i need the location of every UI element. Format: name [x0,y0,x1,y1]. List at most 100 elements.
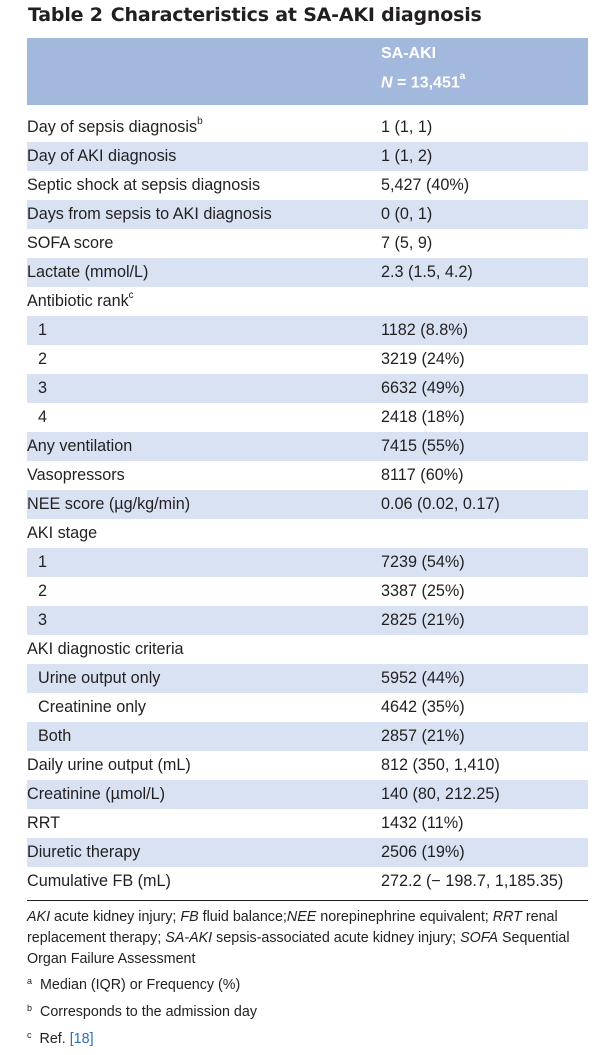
row-label: 3 [38,606,47,635]
row-value: 1432 (11%) [381,814,464,832]
column-header-group: SA-AKI [381,45,437,62]
row-label: 1 [38,548,47,577]
table-row: Antibiotic rankc [27,287,588,316]
abbreviation-term: FB [180,909,199,925]
abbreviation-definition: acute kidney injury; [50,909,181,925]
footnote-c-mark: c [27,1030,32,1040]
row-label: NEE score (µg/kg/min) [27,490,190,519]
row-label-text: RRT [27,814,60,832]
table-title: Table 2 Characteristics at SA-AKI diagnos… [28,4,482,26]
row-label-text: Any ventilation [27,437,133,455]
row-label-text: Urine output only [38,669,161,687]
row-value: 7 (5, 9) [381,234,433,252]
row-label-text: Septic shock at sepsis diagnosis [27,176,261,194]
footnote-b-text: Corresponds to the admission day [40,1004,257,1020]
column-header-count: N = 13,451a [381,71,466,92]
row-value: 5,427 (40%) [381,176,470,194]
table-row: Septic shock at sepsis diagnosis 5,427 (4… [27,171,588,200]
row-label-text: 4 [38,408,48,426]
row-label-text: NEE score (µg/kg/min) [27,495,191,513]
row-value: 0.06 (0.02, 0.17) [381,495,500,513]
row-label: Creatinine only [38,693,146,722]
footnote-b: b Corresponds to the admission day [27,1002,257,1023]
row-label-text: AKI diagnostic criteria [27,640,184,658]
row-value: 140 (80, 212.25) [381,785,500,803]
row-label-text: AKI stage [27,524,98,542]
table-row: SOFA score 7 (5, 9) [27,229,588,258]
row-value: 1182 (8.8%) [381,321,468,339]
table-row: Days from sepsis to AKI diagnosis 0 (0, 1… [27,200,588,229]
row-label: SOFA score [27,229,113,258]
footnote-a-mark: a [27,976,33,986]
abbreviation-definition: renal replacement therapy; [27,909,558,946]
row-value: 2506 (19%) [381,843,465,861]
table-row: Cumulative FB (mL) 272.2 (− 198.7, 1,185.… [27,867,588,896]
row-label-text: 3 [38,379,48,397]
row-label-text: Antibiotic rank [27,292,129,310]
table-row: Diuretic therapy 2506 (19%) [27,838,588,867]
footnote-b-mark: b [27,1003,33,1013]
table-body: Day of sepsis diagnosisb 1 (1, 1) Day of A… [27,113,588,896]
row-value: 1 (1, 1) [381,118,433,136]
table-row: 1 1182 (8.8%) [27,316,588,345]
row-label-text: 3 [38,611,48,629]
n-label: N [381,74,393,92]
row-value: 8117 (60%) [381,466,464,484]
row-label: Day of sepsis diagnosisb [27,113,203,142]
column-header: SA-AKI N = 13,451a [27,38,588,105]
row-value: 7415 (55%) [381,437,465,455]
table-row: AKI stage [27,519,588,548]
table-row: 2 3387 (25%) [27,577,588,606]
table-row: Day of AKI diagnosis 1 (1, 2) [27,142,588,171]
abbreviation-definition: fluid balance; [198,909,287,925]
row-label-text: 2 [38,582,48,600]
row-value: 4642 (35%) [381,698,465,716]
table-row: Lactate (mmol/L) 2.3 (1.5, 4.2) [27,258,588,287]
reference-link[interactable]: [18] [69,1031,94,1047]
footnote-a-text: Median (IQR) or Frequency (%) [40,977,241,993]
row-label: Cumulative FB (mL) [27,867,171,896]
row-label: AKI diagnostic criteria [27,635,184,664]
row-label-text: Lactate (mmol/L) [27,263,149,281]
row-label: 3 [38,374,47,403]
table-row: Both 2857 (21%) [27,722,588,751]
row-value: 2418 (18%) [381,408,465,426]
row-label-text: Cumulative FB (mL) [27,872,171,890]
row-label-text: Both [38,727,72,745]
abbreviation-definition: norepinephrine equivalent; [316,909,493,925]
row-label: Vasopressors [27,461,125,490]
row-value: 812 (350, 1,410) [381,756,500,774]
row-label: Any ventilation [27,432,132,461]
row-label-text: Vasopressors [27,466,125,484]
table-row: Vasopressors 8117 (60%) [27,461,588,490]
table-row: Day of sepsis diagnosisb 1 (1, 1) [27,113,588,142]
row-label-text: Days from sepsis to AKI diagnosis [27,205,272,223]
row-label-text: 1 [38,321,48,339]
abbreviation-term: RRT [492,909,522,925]
row-label: Antibiotic rankc [27,287,134,316]
abbreviation-term: NEE [286,909,317,925]
abbreviation-term: SA-AKI [165,930,213,946]
row-label: Septic shock at sepsis diagnosis [27,171,260,200]
row-value: 0 (0, 1) [381,205,433,223]
n-value: = 13,451 [392,74,460,92]
row-value: 1 (1, 2) [381,147,433,165]
table-bottom-rule [27,900,588,901]
footnote-mark: c [128,289,134,301]
row-label: Both [38,722,71,751]
row-label-text: SOFA score [27,234,114,252]
row-value: 2825 (21%) [381,611,465,629]
row-label-text: 2 [38,350,48,368]
table-row: Urine output only 5952 (44%) [27,664,588,693]
row-label: Creatinine (µmol/L) [27,780,165,809]
abbreviation-term: AKI [27,909,51,925]
table-row: AKI diagnostic criteria [27,635,588,664]
row-label: 2 [38,577,47,606]
row-label-text: Creatinine (µmol/L) [27,785,165,803]
row-label: Day of AKI diagnosis [27,142,176,171]
table-row: Creatinine only 4642 (35%) [27,693,588,722]
row-value: 5952 (44%) [381,669,465,687]
footnote-mark-a: a [459,71,466,82]
table-row: NEE score (µg/kg/min) 0.06 (0.02, 0.17) [27,490,588,519]
table-row: Creatinine (µmol/L) 140 (80, 212.25) [27,780,588,809]
